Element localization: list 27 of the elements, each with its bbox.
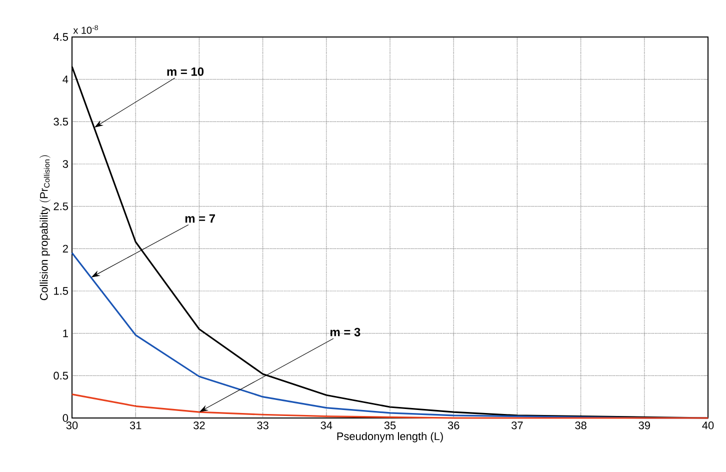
annotation: m = 3 xyxy=(330,328,360,336)
x-tick-label: 30 xyxy=(66,422,78,430)
x-tick-label: 40 xyxy=(702,422,714,430)
y-tick-label: 3.5 xyxy=(54,118,68,126)
y-tick-label: 3 xyxy=(62,160,68,168)
y-tick-label: 2 xyxy=(62,244,68,252)
x-tick-label: 37 xyxy=(512,422,523,430)
y-tick-label: 0.5 xyxy=(54,372,68,380)
x-tick-label: 38 xyxy=(575,422,586,430)
x-tick-label: 35 xyxy=(384,422,396,430)
annotation: m = 10 xyxy=(167,67,204,76)
y-tick-label: 2.5 xyxy=(54,202,68,210)
y-axis-title: $\mathrm{Collision\ propability\ (Pr_{Collision})}$ xyxy=(40,155,50,300)
y-tick-label: 1.5 xyxy=(54,287,68,295)
x-tick-label: 33 xyxy=(257,422,268,430)
y-tick-label: 1 xyxy=(63,330,68,338)
y-tick-label: 0 xyxy=(62,414,68,422)
x-tick-label: 36 xyxy=(448,422,460,430)
y-tick-label: 4 xyxy=(62,76,68,84)
y-tick-label: 4.5 xyxy=(53,33,68,41)
x-tick-label: 34 xyxy=(320,422,332,430)
x-tick-label: 32 xyxy=(194,422,205,430)
x-tick-label: 31 xyxy=(130,422,142,430)
x-tick-label: 39 xyxy=(638,422,650,430)
x-axis-title: Pseudonym length (L) xyxy=(337,432,443,442)
annotation: m = 7 xyxy=(185,214,215,223)
text: x 10$^{-8}$ xyxy=(73,25,98,34)
